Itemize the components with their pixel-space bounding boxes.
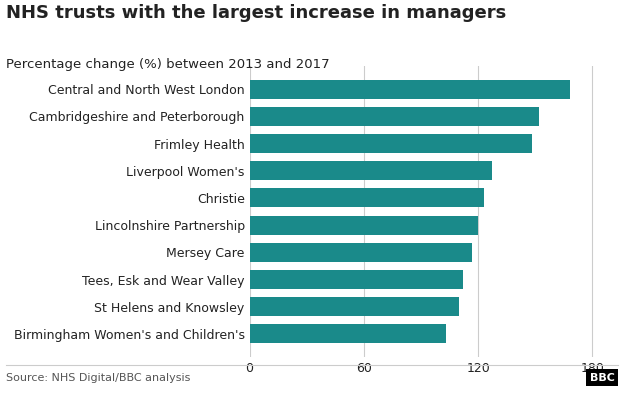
Bar bbox=[250, 107, 539, 126]
Bar bbox=[250, 134, 532, 153]
Bar bbox=[250, 297, 459, 316]
Bar bbox=[250, 161, 492, 180]
Bar bbox=[250, 216, 478, 235]
Bar bbox=[250, 243, 472, 262]
Text: Source: NHS Digital/BBC analysis: Source: NHS Digital/BBC analysis bbox=[6, 373, 190, 383]
Bar bbox=[250, 270, 463, 289]
Text: NHS trusts with the largest increase in managers: NHS trusts with the largest increase in … bbox=[6, 4, 507, 22]
Bar bbox=[250, 324, 446, 343]
Bar bbox=[250, 189, 484, 208]
Text: Percentage change (%) between 2013 and 2017: Percentage change (%) between 2013 and 2… bbox=[6, 58, 330, 71]
Bar bbox=[250, 80, 570, 99]
Text: BBC: BBC bbox=[590, 373, 615, 383]
